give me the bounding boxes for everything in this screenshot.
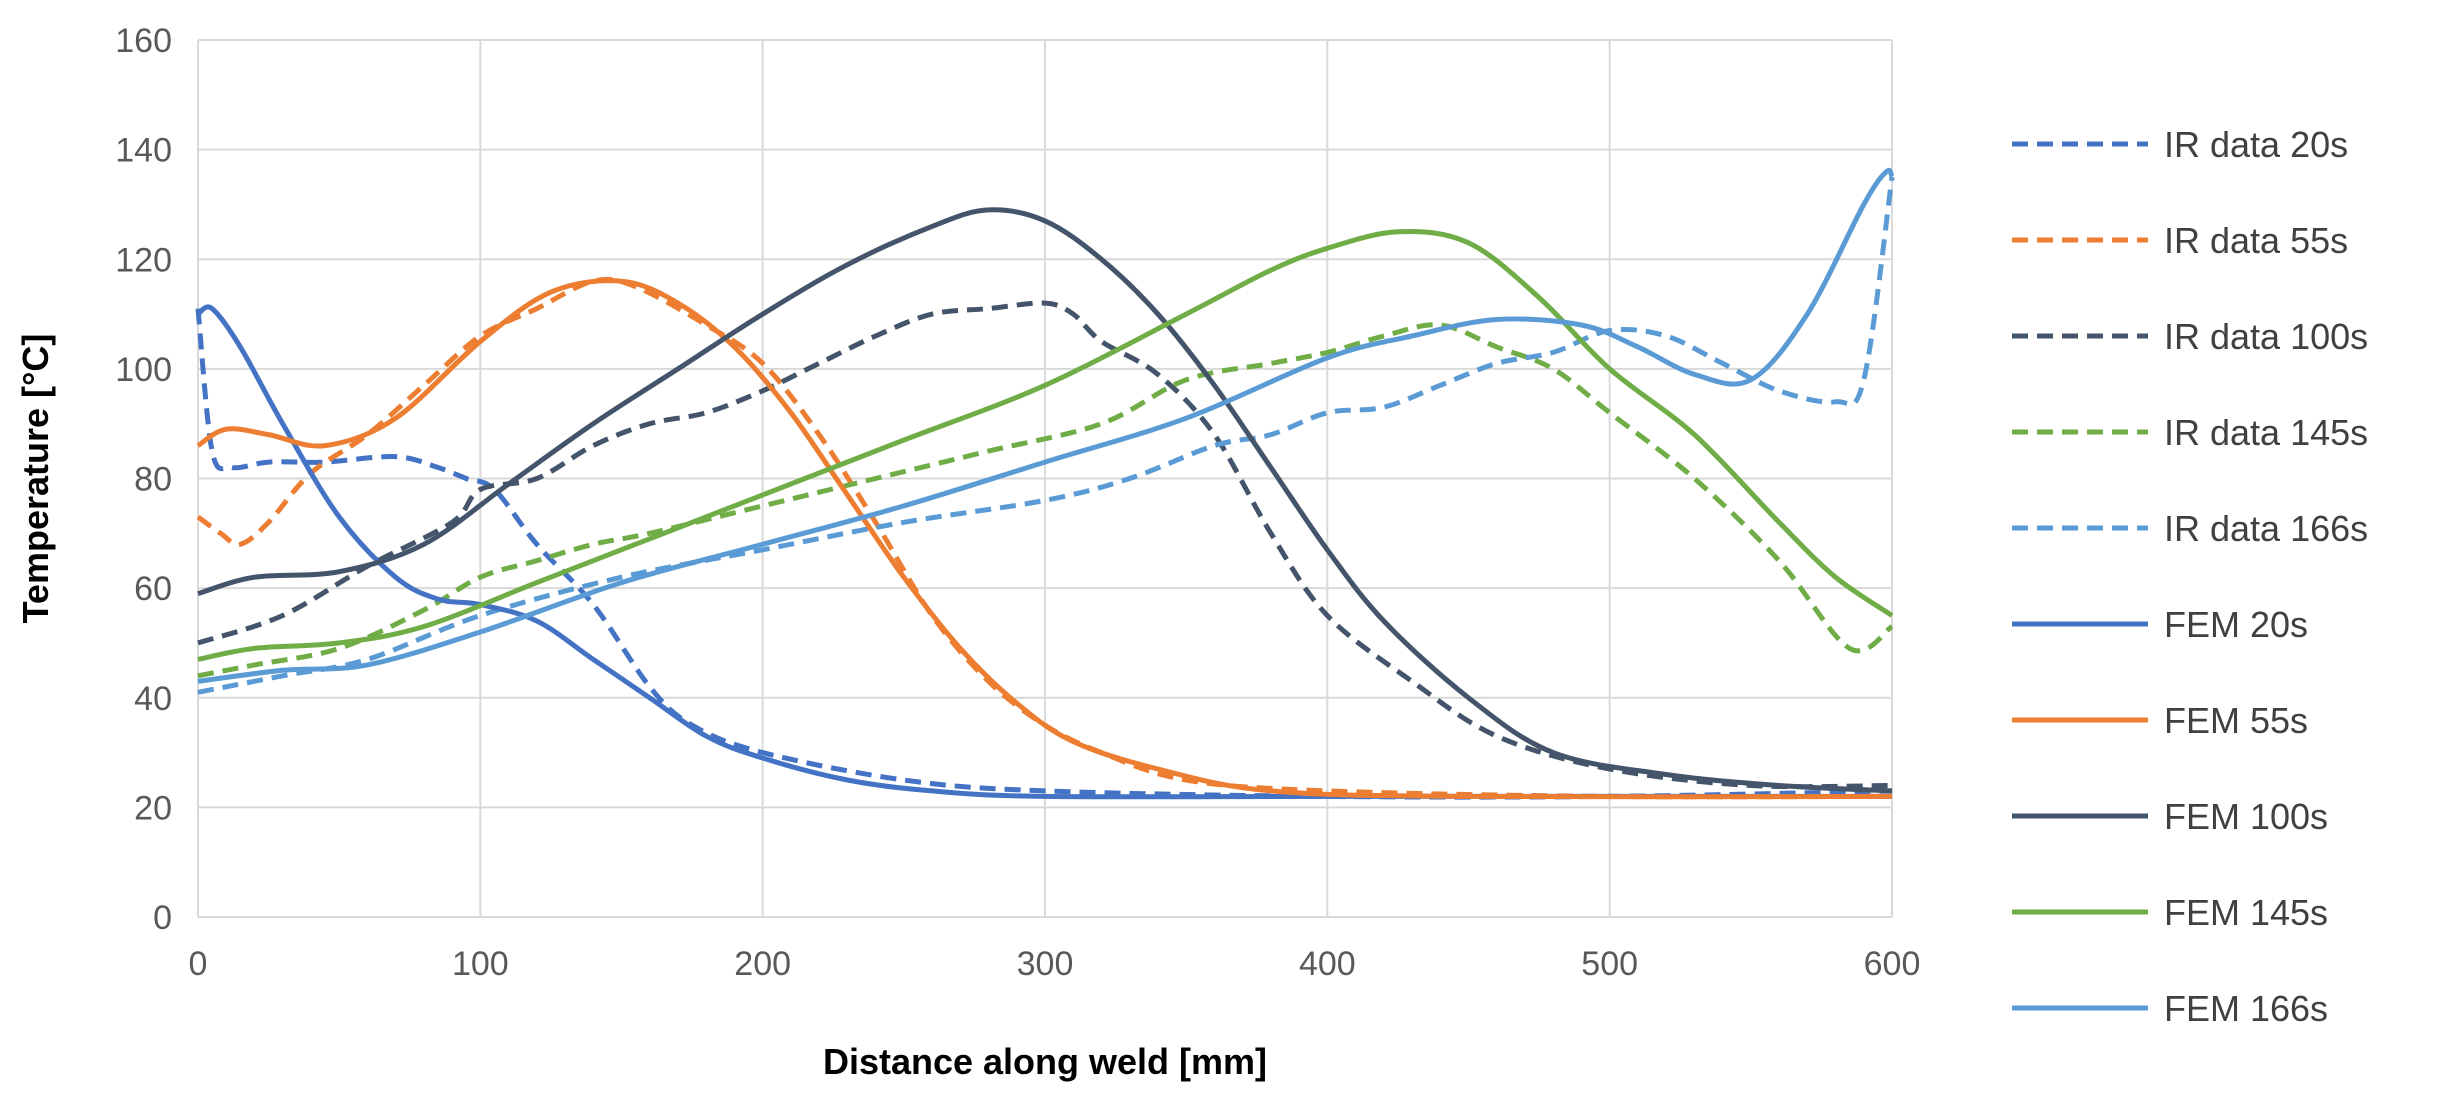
legend-label: IR data 145s [2164,412,2368,453]
y-tick-label: 120 [115,241,172,279]
legend-label: IR data 55s [2164,220,2348,261]
legend-label: FEM 100s [2164,796,2328,837]
y-tick-label: 0 [153,899,172,937]
series-line-fem-166s [197,167,1895,684]
series-line-ir-data-100s [197,300,1893,790]
x-tick-label: 200 [734,945,791,983]
x-tick-label: 600 [1864,945,1921,983]
series-line-fem-55s [196,278,1893,800]
x-tick-label: 100 [452,945,509,983]
series-line-ir-data-20s [195,308,1893,800]
legend-label: FEM 20s [2164,604,2308,645]
series-line-fem-145s [197,229,1894,662]
series-line-fem-100s [197,207,1893,794]
y-tick-label: 140 [115,132,172,170]
x-tick-label: 300 [1017,945,1074,983]
y-tick-label: 60 [134,570,172,608]
y-tick-label: 160 [115,22,172,60]
legend: IR data 20s IR data 55s IR data 100s IR dat… [2012,124,2368,1029]
gridlines [197,39,1893,918]
legend-label: FEM 55s [2164,700,2308,741]
legend-label: IR data 100s [2164,316,2368,357]
x-tick-label: 500 [1581,945,1638,983]
x-tick-label: 0 [189,945,208,983]
legend-label: FEM 145s [2164,892,2328,933]
tick-labels: 0 20 40 60 80 100 120 140 160 0 100 200 300 400 500 600 [115,22,1920,983]
legend-label: IR data 166s [2164,508,2368,549]
series-lines [195,167,1895,800]
series-line-ir-data-166s [197,176,1895,695]
x-tick-label: 400 [1299,945,1356,983]
legend-label: IR data 20s [2164,124,2348,165]
y-tick-label: 20 [134,789,172,827]
y-axis-title: Temperature [°C] [15,334,56,624]
legend-label: FEM 166s [2164,988,2328,1029]
series-line-ir-data-145s [197,322,1894,679]
y-tick-label: 40 [134,680,172,718]
y-tick-label: 100 [115,351,172,389]
x-axis-title: Distance along weld [mm] [823,1041,1267,1082]
y-tick-label: 80 [134,461,172,499]
